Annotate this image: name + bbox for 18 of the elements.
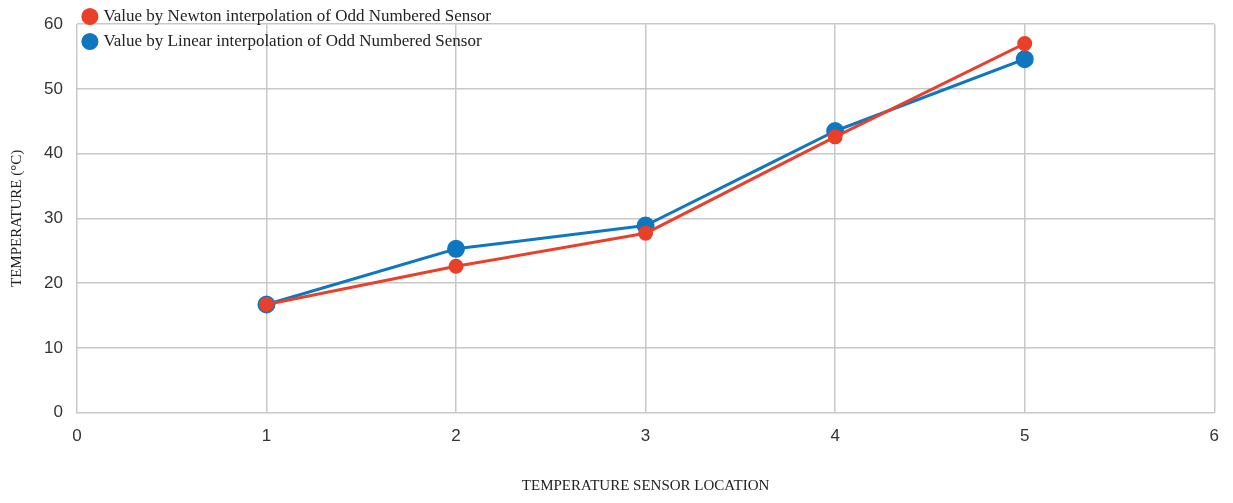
x-tick-label: 5	[1019, 426, 1030, 446]
y-tick-label: 0	[53, 402, 63, 422]
y-tick-label: 30	[43, 208, 63, 228]
y-tick-label: 60	[43, 13, 63, 33]
x-tick-label: 3	[640, 426, 651, 446]
y-tick-label: 50	[43, 78, 63, 98]
x-tick-label: 4	[830, 426, 840, 446]
legend-label: Value by Newton interpolation of Odd Numbered Sensor	[103, 5, 492, 25]
y-tick-label: 20	[43, 272, 63, 292]
x-tick-label: 6	[1209, 426, 1220, 446]
x-tick-label: 2	[451, 426, 461, 446]
y-axis-title: TEMPERATURE (°C)	[7, 149, 25, 288]
x-tick-label: 0	[72, 426, 82, 446]
y-tick-label: 10	[43, 337, 63, 357]
x-tick-label: 1	[261, 426, 272, 446]
y-tick-label: 40	[43, 143, 63, 163]
x-axis-title: TEMPERATURE SENSOR LOCATION	[521, 476, 770, 493]
legend-label: Value by Linear interpolation of Odd Numbered Sensor	[103, 30, 482, 50]
